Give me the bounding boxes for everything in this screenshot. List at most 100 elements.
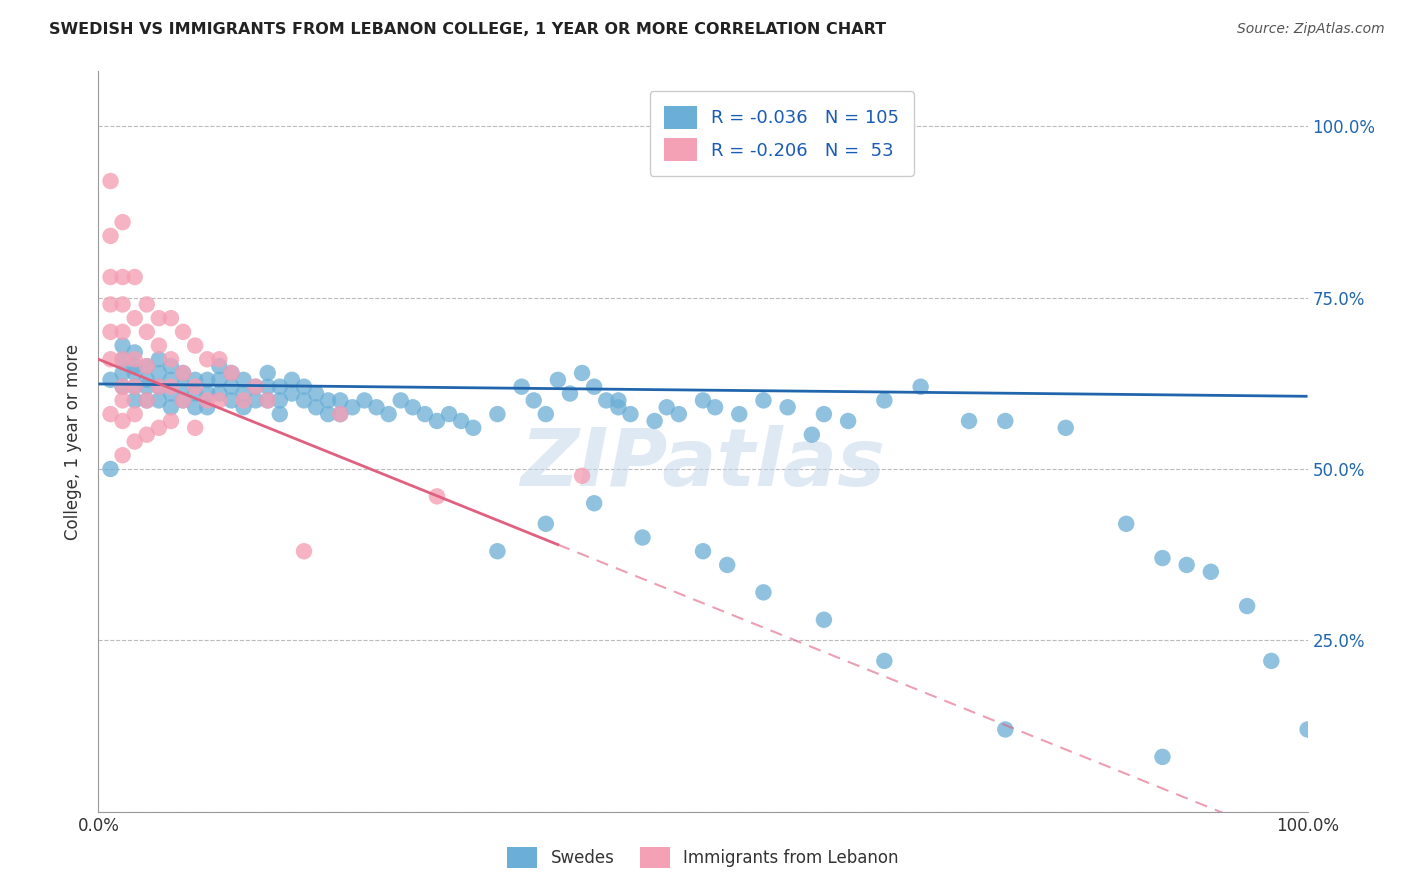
Point — [124, 366, 146, 380]
Legend: Swedes, Immigrants from Lebanon: Swedes, Immigrants from Lebanon — [501, 840, 905, 875]
Point — [571, 468, 593, 483]
Point — [124, 434, 146, 449]
Point — [426, 489, 449, 503]
Point — [269, 380, 291, 394]
Point — [692, 544, 714, 558]
Point — [160, 373, 183, 387]
Point — [607, 401, 630, 415]
Point — [195, 386, 218, 401]
Point — [208, 386, 231, 401]
Point — [111, 215, 134, 229]
Point — [100, 407, 122, 421]
Point — [547, 373, 569, 387]
Point — [245, 393, 267, 408]
Point — [1115, 516, 1137, 531]
Point — [148, 393, 170, 408]
Point — [100, 352, 122, 367]
Point — [172, 366, 194, 380]
Point — [269, 407, 291, 421]
Y-axis label: College, 1 year or more: College, 1 year or more — [65, 343, 83, 540]
Point — [100, 174, 122, 188]
Point — [256, 393, 278, 408]
Point — [728, 407, 751, 421]
Point — [631, 531, 654, 545]
Point — [486, 544, 509, 558]
Point — [124, 393, 146, 408]
Point — [148, 338, 170, 352]
Point — [292, 380, 315, 394]
Point — [148, 311, 170, 326]
Point — [160, 352, 183, 367]
Point — [135, 359, 157, 373]
Point — [800, 427, 823, 442]
Point — [148, 380, 170, 394]
Point — [208, 352, 231, 367]
Point — [752, 585, 775, 599]
Point — [100, 462, 122, 476]
Point — [256, 366, 278, 380]
Point — [402, 401, 425, 415]
Point — [135, 380, 157, 394]
Point — [655, 401, 678, 415]
Point — [583, 380, 606, 394]
Point — [111, 414, 134, 428]
Point — [1152, 551, 1174, 566]
Point — [172, 366, 194, 380]
Point — [232, 386, 254, 401]
Point — [813, 407, 835, 421]
Point — [208, 359, 231, 373]
Point — [534, 407, 557, 421]
Point — [1296, 723, 1319, 737]
Point — [232, 393, 254, 408]
Point — [607, 393, 630, 408]
Point — [160, 414, 183, 428]
Point — [100, 297, 122, 311]
Point — [256, 380, 278, 394]
Point — [704, 401, 727, 415]
Point — [124, 345, 146, 359]
Point — [534, 516, 557, 531]
Point — [329, 407, 352, 421]
Point — [160, 380, 183, 394]
Point — [316, 407, 339, 421]
Point — [450, 414, 472, 428]
Point — [221, 380, 243, 394]
Point — [124, 311, 146, 326]
Point — [160, 311, 183, 326]
Point — [463, 421, 485, 435]
Point — [221, 366, 243, 380]
Point — [305, 401, 328, 415]
Point — [124, 380, 146, 394]
Point — [342, 401, 364, 415]
Point — [994, 723, 1017, 737]
Point — [208, 393, 231, 408]
Point — [716, 558, 738, 572]
Point — [366, 401, 388, 415]
Point — [873, 393, 896, 408]
Point — [389, 393, 412, 408]
Point — [957, 414, 980, 428]
Point — [595, 393, 617, 408]
Point — [111, 366, 134, 380]
Point — [269, 393, 291, 408]
Point — [111, 380, 134, 394]
Point — [184, 401, 207, 415]
Point — [184, 338, 207, 352]
Point — [135, 393, 157, 408]
Point — [523, 393, 546, 408]
Point — [619, 407, 641, 421]
Point — [583, 496, 606, 510]
Point — [124, 352, 146, 367]
Point — [329, 407, 352, 421]
Point — [172, 393, 194, 408]
Point — [426, 414, 449, 428]
Point — [305, 386, 328, 401]
Point — [100, 228, 122, 243]
Point — [1175, 558, 1198, 572]
Point — [292, 544, 315, 558]
Point — [221, 366, 243, 380]
Text: ZIPatlas: ZIPatlas — [520, 425, 886, 503]
Point — [160, 401, 183, 415]
Point — [184, 373, 207, 387]
Point — [208, 373, 231, 387]
